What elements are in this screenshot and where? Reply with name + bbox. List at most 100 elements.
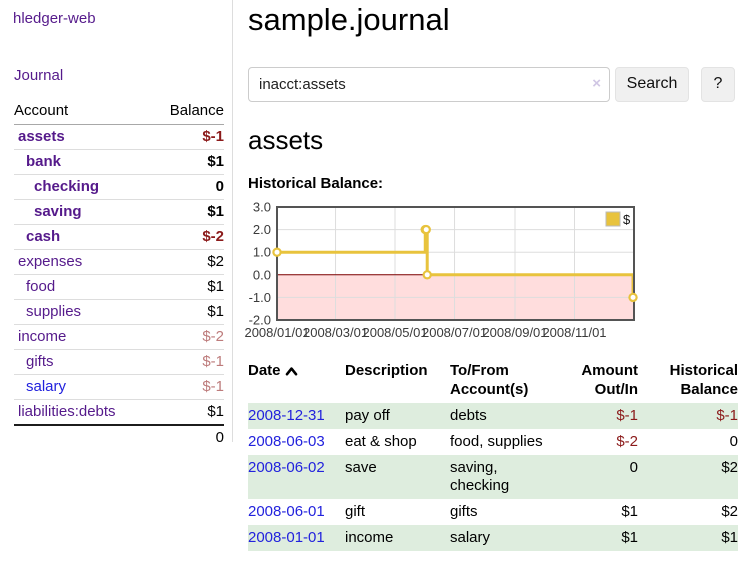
y-axis-tick-label: 2.0 — [253, 222, 271, 237]
sort-ascending-icon — [285, 366, 297, 376]
account-link[interactable]: expenses — [18, 253, 83, 270]
account-balance: $-2 — [150, 324, 224, 350]
register-row: 2008-12-31 pay off debts $-1 $-1 — [248, 402, 738, 429]
account-link[interactable]: food — [26, 278, 56, 295]
transaction-amount: $-1 — [616, 406, 638, 424]
account-row: cash $-2 — [14, 224, 224, 250]
account-balance: $-1 — [150, 374, 224, 400]
account-balance: $2 — [150, 249, 224, 275]
transaction-balance: $1 — [721, 528, 738, 546]
help-button[interactable]: ? — [701, 66, 735, 102]
account-balance: $-2 — [150, 224, 224, 250]
sidebar: hledger-web Journal Account Balance asse… — [0, 0, 233, 449]
account-link[interactable]: assets — [18, 128, 65, 145]
account-row: salary $-1 — [14, 374, 224, 400]
x-axis-tick-label: 2008/01/01 — [244, 325, 309, 340]
transaction-date-link[interactable]: 2008-06-03 — [248, 432, 325, 450]
account-row: bank $1 — [14, 149, 224, 175]
account-row: food $1 — [14, 274, 224, 300]
app-title[interactable]: hledger-web — [13, 10, 96, 27]
account-balance: $-1 — [202, 128, 224, 145]
transaction-amount: $-2 — [616, 432, 638, 450]
y-axis-tick-label: -2.0 — [249, 312, 271, 327]
register-header-balance: Historical Balance — [669, 361, 738, 398]
page-title: sample.journal — [248, 2, 450, 37]
register-row: 2008-01-01 income salary $1 $1 — [248, 524, 738, 551]
account-balance: $1 — [150, 274, 224, 300]
main-content: sample.journal × Search ? assets Histori… — [244, 0, 742, 551]
x-axis-tick-label: 2008/07/01 — [422, 325, 487, 340]
transaction-amount: $1 — [621, 528, 638, 546]
transaction-description: save — [345, 458, 377, 476]
transaction-accounts: food, supplies — [450, 432, 543, 450]
register-row: 2008-06-01 gift gifts $1 $2 — [248, 499, 738, 525]
chart-svg: $3.0 2.0 1.0 0.0 -1.0 -2.02008/01/012008/03/0… — [244, 199, 638, 340]
x-axis-tick-label: 2008/09/01 — [482, 325, 547, 340]
accounts-table-body: assets $-1 bank $1 checking 0 saving $1 cash $-2 e… — [14, 125, 224, 425]
account-row: liabilities:debts $1 — [14, 399, 224, 425]
sidebar-item-journal[interactable]: Journal — [14, 67, 64, 84]
transaction-accounts: saving, checking — [450, 458, 510, 494]
account-link[interactable]: salary — [26, 378, 67, 395]
search-input[interactable] — [248, 66, 610, 102]
search-form: × Search ? — [248, 66, 742, 102]
register-row: 2008-06-02 save saving, checking 0 $2 — [248, 454, 738, 499]
transaction-accounts: gifts — [450, 502, 478, 520]
chart-point — [272, 247, 282, 257]
account-balance: $-1 — [150, 349, 224, 375]
transaction-date-link[interactable]: 2008-06-02 — [248, 458, 325, 476]
accounts-header-balance: Balance — [150, 100, 224, 125]
x-axis-tick-label: 2008/11/01 — [542, 325, 606, 340]
account-row: income $-2 — [14, 324, 224, 350]
transaction-accounts: salary — [450, 528, 491, 546]
account-row: supplies $1 — [14, 299, 224, 325]
transaction-date-link[interactable]: 2008-12-31 — [248, 406, 325, 424]
accounts-table: Account Balance assets $-1 bank $1 checking 0… — [14, 100, 224, 449]
register-header-description: Description — [345, 361, 428, 379]
transaction-balance: $-1 — [716, 406, 738, 424]
accounts-total-row: 0 — [14, 424, 224, 449]
account-balance: $1 — [150, 399, 224, 425]
chart-point — [628, 292, 638, 302]
historical-balance-chart: $3.0 2.0 1.0 0.0 -1.0 -2.0 2008/01/01 2008/03/0… — [244, 199, 742, 343]
transaction-description: income — [345, 528, 394, 546]
chart-point — [421, 224, 431, 234]
account-link[interactable]: checking — [34, 178, 100, 195]
chart-border — [276, 205, 635, 321]
x-axis-tick-label: 2008/05/01 — [362, 325, 427, 340]
transaction-accounts: debts — [450, 406, 487, 424]
account-balance: $1 — [150, 199, 224, 225]
account-link[interactable]: liabilities:debts — [18, 403, 116, 420]
chart-point — [422, 269, 432, 280]
y-axis-tick-label: 1.0 — [253, 244, 271, 259]
account-link[interactable]: cash — [26, 228, 61, 245]
legend-label: $ — [623, 212, 631, 227]
transaction-balance: $2 — [721, 458, 738, 476]
register-header-date[interactable]: Date — [248, 359, 345, 403]
clear-search-icon[interactable]: × — [592, 74, 601, 92]
account-balance: $1 — [150, 299, 224, 325]
account-link[interactable]: saving — [34, 203, 82, 220]
chart-title: Historical Balance: — [248, 174, 384, 192]
transaction-date-link[interactable]: 2008-01-01 — [248, 528, 325, 546]
transaction-balance: $2 — [721, 502, 738, 520]
legend-swatch — [605, 211, 621, 227]
transaction-balance: 0 — [729, 432, 738, 450]
transaction-amount: 0 — [629, 458, 638, 476]
register-table: Date Description To/From Account(s) Amou… — [248, 359, 738, 551]
account-row: expenses $2 — [14, 249, 224, 275]
register-header-accounts: To/From Account(s) — [450, 361, 529, 398]
register-row: 2008-06-03 eat & shop food, supplies $-2 0 — [248, 429, 738, 455]
account-link[interactable]: gifts — [26, 353, 54, 370]
account-link[interactable]: income — [18, 328, 67, 345]
account-link[interactable]: supplies — [26, 303, 82, 320]
y-axis-tick-label: 0.0 — [253, 267, 271, 282]
search-button[interactable]: Search — [615, 66, 689, 102]
register-header-row: Date Description To/From Account(s) Amou… — [248, 359, 738, 403]
transaction-amount: $1 — [621, 502, 638, 520]
account-link[interactable]: bank — [26, 153, 62, 170]
transaction-description: gift — [345, 502, 366, 520]
y-axis-tick-label: 3.0 — [253, 199, 271, 214]
transaction-date-link[interactable]: 2008-06-01 — [248, 502, 325, 520]
accounts-total-balance: 0 — [150, 424, 224, 449]
